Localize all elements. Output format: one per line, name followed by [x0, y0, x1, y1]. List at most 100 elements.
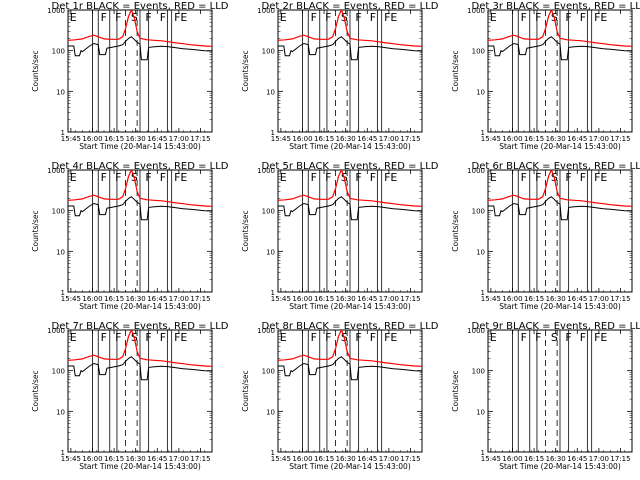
attenuator-marker: F	[580, 11, 586, 24]
panel-title: Det 9r BLACK = Events, RED = LLD	[472, 321, 640, 332]
attenuator-marker: FE	[594, 11, 607, 24]
lld-series-line	[68, 170, 212, 207]
y-tick-label: 1000	[467, 167, 485, 175]
lld-series-line	[278, 170, 422, 207]
attenuator-marker: F	[355, 331, 361, 344]
x-tick-label: 17:00	[589, 295, 609, 303]
panel-title: Det 7r BLACK = Events, RED = LLD	[52, 321, 229, 332]
y-tick-label: 1	[481, 449, 485, 457]
attenuator-marker: F	[580, 171, 586, 184]
y-tick-label: 100	[472, 208, 485, 216]
panel-title: Det 6r BLACK = Events, RED = LLD	[472, 161, 640, 172]
attenuator-marker: FE	[174, 331, 187, 344]
attenuator-marker: F	[115, 11, 121, 24]
attenuator-marker: F	[145, 11, 151, 24]
x-tick-label: 16:45	[147, 135, 167, 143]
attenuator-marker: F	[370, 171, 376, 184]
events-series-line	[68, 196, 212, 221]
y-axis-label: Counts/sec	[451, 210, 460, 251]
x-tick-label: 17:15	[190, 455, 210, 463]
y-tick-label: 10	[56, 88, 65, 96]
x-tick-label: 17:00	[169, 295, 189, 303]
y-tick-label: 1000	[47, 167, 65, 175]
x-tick-label: 17:00	[379, 295, 399, 303]
attenuator-marker: F	[355, 11, 361, 24]
panel-title: Det 4r BLACK = Events, RED = LLD	[52, 161, 229, 172]
attenuator-marker: E	[490, 331, 497, 344]
x-tick-label: 16:30	[126, 135, 146, 143]
attenuator-marker: FE	[384, 171, 397, 184]
x-tick-label: 17:15	[610, 455, 630, 463]
x-axis-label: Start Time (20-Mar-14 15:43:00)	[289, 462, 411, 471]
y-axis-label: Counts/sec	[451, 50, 460, 91]
y-tick-label: 100	[52, 208, 65, 216]
attenuator-marker: F	[521, 171, 527, 184]
panel-title: Det 2r BLACK = Events, RED = LLD	[262, 1, 439, 12]
attenuator-marker: E	[70, 11, 77, 24]
x-tick-label: 16:30	[336, 135, 356, 143]
y-tick-label: 1000	[47, 327, 65, 335]
x-tick-label: 16:45	[357, 295, 377, 303]
x-tick-label: 17:15	[610, 295, 630, 303]
x-tick-label: 16:00	[82, 295, 102, 303]
events-series-line	[488, 36, 632, 61]
y-tick-label: 100	[262, 48, 275, 56]
x-tick-label: 17:15	[190, 135, 210, 143]
y-tick-label: 100	[52, 48, 65, 56]
x-tick-label: 16:15	[104, 295, 124, 303]
y-axis-label: Counts/sec	[241, 50, 250, 91]
x-tick-label: 16:00	[82, 455, 102, 463]
x-tick-label: 17:15	[190, 295, 210, 303]
lld-series-line	[278, 330, 422, 367]
x-axis-label: Start Time (20-Mar-14 15:43:00)	[499, 462, 621, 471]
x-tick-label: 16:30	[336, 295, 356, 303]
x-tick-label: 15:45	[271, 135, 291, 143]
x-axis-label: Start Time (20-Mar-14 15:43:00)	[79, 142, 201, 151]
x-tick-label: 16:15	[314, 135, 334, 143]
attenuator-marker: E	[70, 331, 77, 344]
attenuator-marker: F	[101, 11, 107, 24]
x-tick-label: 17:00	[379, 135, 399, 143]
y-axis-label: Counts/sec	[451, 370, 460, 411]
x-tick-label: 16:15	[104, 135, 124, 143]
attenuator-marker: S	[551, 331, 558, 344]
x-tick-label: 16:00	[292, 295, 312, 303]
x-tick-label: 15:45	[481, 455, 501, 463]
y-tick-label: 1	[271, 129, 275, 137]
x-tick-label: 16:45	[357, 135, 377, 143]
attenuator-marker: E	[490, 11, 497, 24]
x-tick-label: 16:45	[147, 295, 167, 303]
y-tick-label: 1	[481, 289, 485, 297]
x-tick-label: 15:45	[271, 455, 291, 463]
lld-series-line	[68, 10, 212, 47]
lld-series-line	[278, 10, 422, 47]
y-tick-label: 1000	[257, 327, 275, 335]
y-tick-label: 10	[56, 408, 65, 416]
x-tick-label: 16:30	[126, 295, 146, 303]
x-tick-label: 16:00	[502, 455, 522, 463]
y-tick-label: 1	[481, 129, 485, 137]
attenuator-marker: E	[70, 171, 77, 184]
x-tick-label: 17:15	[610, 135, 630, 143]
x-axis-label: Start Time (20-Mar-14 15:43:00)	[79, 302, 201, 311]
x-tick-label: 16:00	[292, 135, 312, 143]
y-tick-label: 100	[472, 48, 485, 56]
x-tick-label: 16:00	[502, 295, 522, 303]
y-tick-label: 10	[266, 248, 275, 256]
attenuator-marker: F	[535, 331, 541, 344]
x-tick-label: 16:30	[546, 295, 566, 303]
x-tick-label: 17:00	[169, 455, 189, 463]
panel-title: Det 8r BLACK = Events, RED = LLD	[262, 321, 439, 332]
x-tick-label: 17:15	[400, 295, 420, 303]
y-tick-label: 10	[476, 408, 485, 416]
y-tick-label: 10	[476, 88, 485, 96]
events-series-line	[68, 36, 212, 61]
x-tick-label: 16:45	[567, 455, 587, 463]
attenuator-marker: FE	[594, 331, 607, 344]
y-tick-label: 1000	[47, 7, 65, 15]
events-series-line	[488, 196, 632, 221]
